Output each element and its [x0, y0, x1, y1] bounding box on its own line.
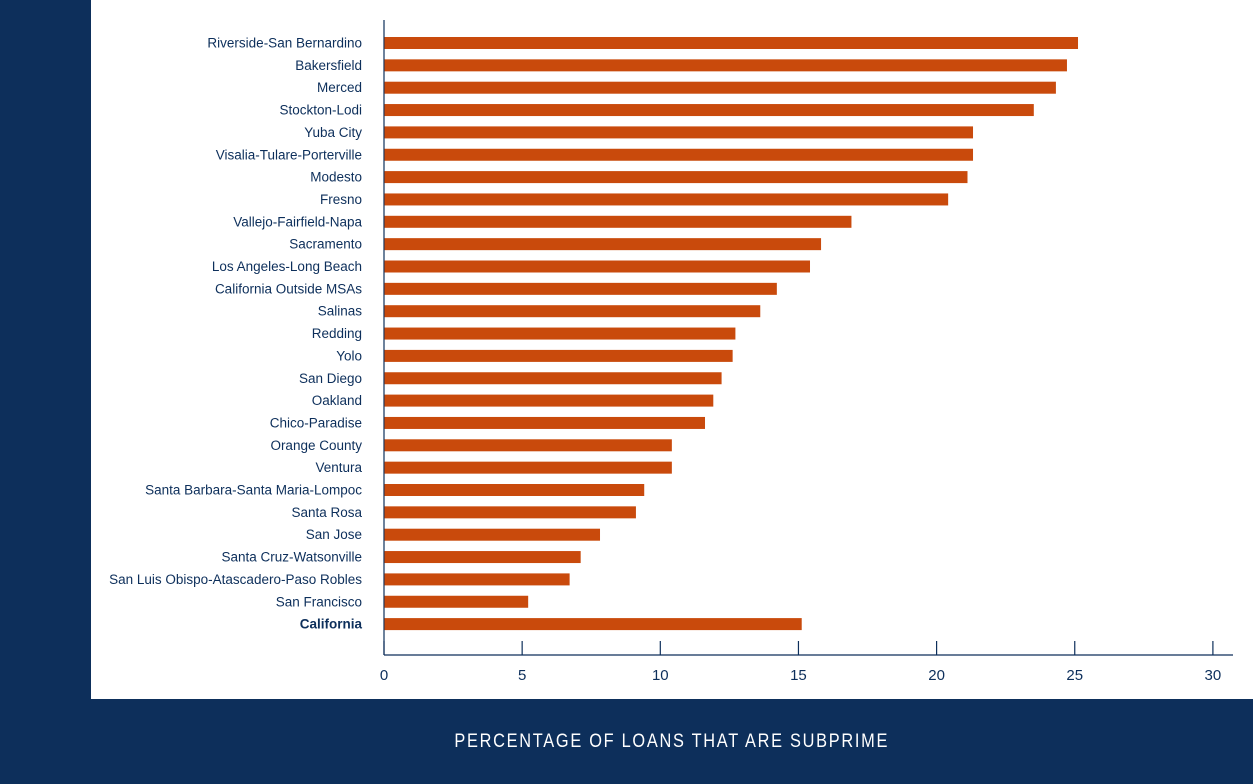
category-label: Vallejo-Fairfield-Napa	[233, 214, 362, 229]
bar-chart: Riverside-San Bernardino Bakersfield Merce…	[109, 20, 1233, 684]
category-label: Merced	[317, 80, 362, 95]
category-label: Redding	[312, 326, 362, 341]
category-label: San Francisco	[276, 594, 362, 609]
bar-chico-paradise	[384, 416, 706, 429]
category-label: San Jose	[306, 527, 362, 542]
bar-orange-county	[384, 439, 672, 452]
x-tick-label: 5	[518, 667, 526, 684]
x-axis-caption-bar: PERCENTAGE OF LOANS THAT ARE SUBPRIME	[91, 699, 1253, 784]
bar-bakersfield	[384, 59, 1067, 72]
bar-santa-rosa	[384, 506, 636, 519]
bar-santa-barbara-santa-maria-lompoc	[384, 484, 645, 496]
x-tick-label: 25	[1066, 667, 1083, 684]
category-label: California	[300, 617, 363, 632]
category-label: Ventura	[315, 460, 362, 475]
category-label: California Outside MSAs	[215, 281, 362, 296]
bar-merced	[384, 81, 1056, 94]
category-label: San Luis Obispo-Atascadero-Paso Robles	[109, 572, 362, 587]
bar-ventura	[384, 461, 672, 474]
category-label: Oakland	[312, 393, 362, 408]
bar-sacramento	[384, 238, 822, 251]
category-label: Santa Barbara-Santa Maria-Lompoc	[145, 483, 362, 498]
category-label: Riverside-San Bernardino	[207, 36, 362, 51]
bar-san-francisco	[384, 595, 529, 608]
bar-oakland	[384, 394, 714, 407]
bar-california	[384, 618, 802, 631]
category-label: Yolo	[336, 348, 362, 363]
category-label: Bakersfield	[295, 58, 362, 73]
bar-redding	[384, 327, 736, 340]
bar-yolo	[384, 349, 733, 362]
x-tick-label: 30	[1205, 667, 1222, 684]
bar-stockton-lodi	[384, 104, 1034, 117]
chart-panel: Riverside-San Bernardino Bakersfield Merce…	[91, 0, 1253, 699]
x-tick-label: 20	[928, 667, 945, 684]
bar-riverside-san-bernardino	[384, 37, 1079, 49]
bar-california-outside-msas	[384, 282, 777, 295]
bar-los-angeles-long-beach	[384, 260, 811, 273]
category-label: Los Angeles-Long Beach	[212, 259, 362, 274]
bar-modesto	[384, 171, 968, 184]
x-tick-label: 10	[652, 667, 669, 684]
bar-san-luis-obispo-atascadero-paso-robles	[384, 573, 570, 586]
x-tick-label: 0	[380, 667, 388, 684]
bar-santa-cruz-watsonville	[384, 551, 581, 564]
category-label: Modesto	[310, 170, 362, 185]
category-label: Visalia-Tulare-Porterville	[216, 147, 362, 162]
category-label: Santa Rosa	[291, 505, 362, 520]
category-label: Chico-Paradise	[270, 415, 362, 430]
category-label: San Diego	[299, 371, 362, 386]
x-tick-label: 15	[790, 667, 807, 684]
category-label: Salinas	[318, 304, 363, 319]
category-label: Santa Cruz-Watsonville	[221, 550, 362, 565]
category-label: Sacramento	[289, 237, 362, 252]
bar-san-diego	[384, 372, 722, 385]
category-label: Fresno	[320, 192, 362, 207]
bar-vallejo-fairfield-napa	[384, 215, 852, 228]
bar-san-jose	[384, 528, 601, 541]
bar-visalia-tulare-porterville	[384, 148, 974, 161]
bar-fresno	[384, 193, 949, 206]
bar-salinas	[384, 305, 761, 318]
x-axis-title: PERCENTAGE OF LOANS THAT ARE SUBPRIME	[454, 730, 890, 752]
category-label: Yuba City	[304, 125, 362, 140]
category-label: Stockton-Lodi	[279, 103, 362, 118]
bar-yuba-city	[384, 126, 974, 139]
category-label: Orange County	[270, 438, 362, 453]
